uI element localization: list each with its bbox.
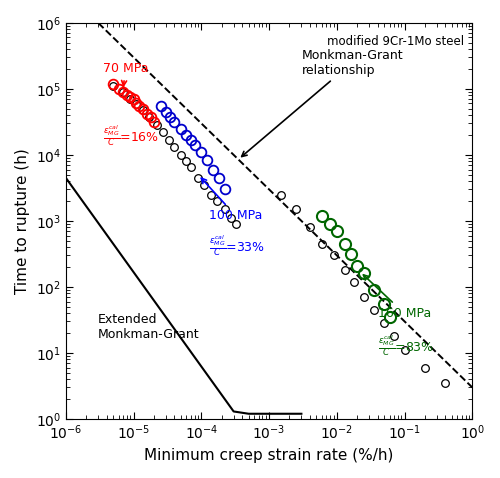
Text: $\frac{\varepsilon_{MG}^{cal}}{C}$=33%: $\frac{\varepsilon_{MG}^{cal}}{C}$=33% bbox=[209, 233, 265, 258]
Text: 160 MPa: 160 MPa bbox=[364, 275, 431, 320]
Text: Extended
Monkman-Grant: Extended Monkman-Grant bbox=[98, 313, 200, 341]
Text: modified 9Cr-1Mo steel: modified 9Cr-1Mo steel bbox=[327, 35, 464, 48]
Y-axis label: Time to rupture (h): Time to rupture (h) bbox=[15, 148, 30, 294]
Text: 70 MPa: 70 MPa bbox=[102, 62, 148, 86]
Text: Monkman-Grant
relationship: Monkman-Grant relationship bbox=[242, 49, 403, 156]
Text: $\frac{\varepsilon_{MG}^{cal}}{C}$=16%: $\frac{\varepsilon_{MG}^{cal}}{C}$=16% bbox=[102, 123, 159, 148]
X-axis label: Minimum creep strain rate (%/h): Minimum creep strain rate (%/h) bbox=[144, 448, 394, 463]
Text: 100 MPa: 100 MPa bbox=[202, 178, 262, 222]
Text: $\frac{\varepsilon_{MG}^{cal}}{C}$=83%: $\frac{\varepsilon_{MG}^{cal}}{C}$=83% bbox=[378, 333, 434, 358]
